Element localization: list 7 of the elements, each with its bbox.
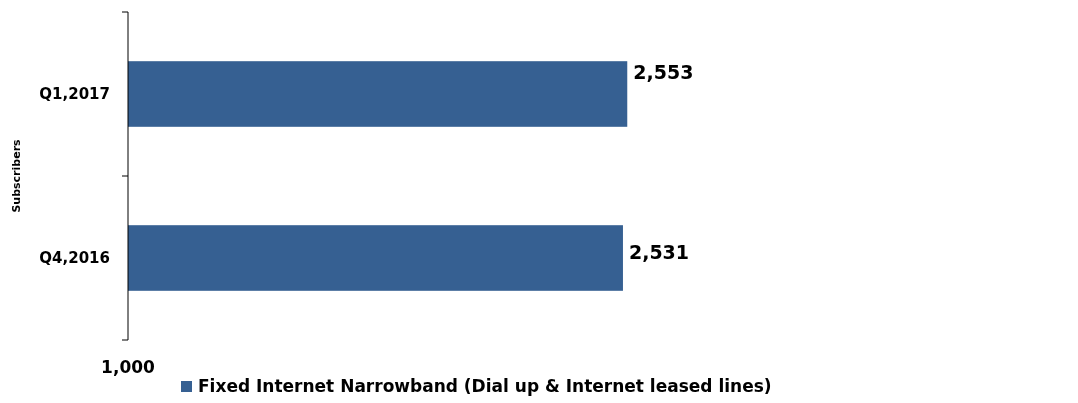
y-axis-title: Subscribers (10, 138, 23, 213)
data-label: 2,553 (633, 60, 694, 83)
y-tick-label: Q4,2016 (39, 248, 110, 267)
data-label: 2,531 (628, 240, 690, 263)
y-tick-label: Q1,2017 (39, 84, 110, 103)
legend-label: Fixed Internet Narrowband (Dial up & Internet leased lines) (198, 376, 772, 396)
text: 1,000 (101, 357, 156, 377)
